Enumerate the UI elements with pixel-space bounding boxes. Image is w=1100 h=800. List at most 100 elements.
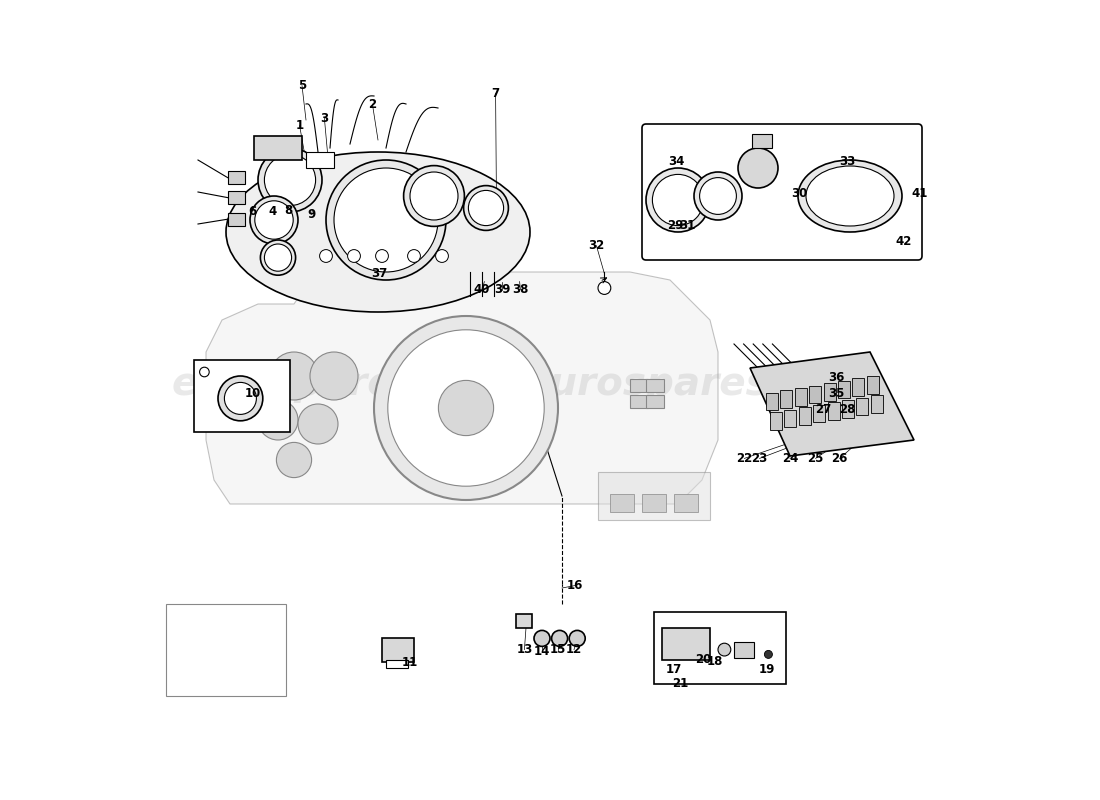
Bar [770,412,782,430]
Circle shape [374,316,558,500]
Bar [871,395,883,413]
Text: eurospares: eurospares [172,365,417,403]
Text: 2: 2 [368,98,376,110]
Text: 22: 22 [736,452,752,465]
Bar [254,136,303,160]
Circle shape [764,650,772,658]
Text: 33: 33 [839,155,856,168]
Circle shape [694,172,743,220]
Text: 25: 25 [807,452,824,465]
Ellipse shape [226,152,530,312]
Circle shape [439,380,494,435]
Text: 23: 23 [751,452,768,465]
Text: 24: 24 [782,452,799,465]
Circle shape [326,160,446,280]
Bar [642,494,666,512]
Bar [228,191,245,204]
Circle shape [469,190,504,226]
Text: 16: 16 [566,579,583,592]
Text: 3: 3 [320,112,329,125]
Bar [813,405,825,422]
Text: 35: 35 [828,387,845,400]
Circle shape [463,186,508,230]
Bar [194,360,290,432]
Bar [810,386,822,403]
Polygon shape [750,352,914,456]
Text: 1: 1 [296,119,304,132]
Circle shape [569,630,585,646]
Text: 28: 28 [839,403,856,416]
Ellipse shape [806,166,894,226]
Circle shape [199,367,209,377]
Bar [766,393,778,410]
Bar [838,381,850,398]
Circle shape [375,250,388,262]
Bar [646,379,663,392]
Text: 13: 13 [516,643,532,656]
Circle shape [255,201,294,239]
Bar [799,407,811,425]
Bar [646,395,663,408]
Text: 26: 26 [832,452,848,465]
Text: 5: 5 [298,79,306,92]
Circle shape [224,382,256,414]
Circle shape [218,376,263,421]
Text: 29: 29 [668,219,684,232]
Bar [386,660,408,668]
Bar [842,400,854,418]
Circle shape [264,154,316,206]
Polygon shape [598,472,710,520]
Text: 4: 4 [268,205,276,218]
Bar [867,376,879,394]
Text: 18: 18 [706,655,723,668]
Text: 12: 12 [565,643,582,656]
Bar [516,614,532,628]
FancyBboxPatch shape [642,124,922,260]
Text: 40: 40 [474,283,491,296]
Circle shape [334,168,438,272]
Bar [228,171,245,184]
Ellipse shape [798,160,902,232]
Circle shape [270,352,318,400]
Circle shape [320,250,332,262]
Bar [662,628,710,660]
Text: 15: 15 [550,643,566,656]
Text: 17: 17 [666,663,682,676]
Text: 37: 37 [372,267,387,280]
Bar [382,638,414,662]
Bar [857,398,868,415]
Text: 8: 8 [284,204,293,217]
Bar [610,494,634,512]
Bar [824,383,836,401]
Polygon shape [206,272,718,504]
Circle shape [646,168,710,232]
Circle shape [264,244,292,271]
Text: 41: 41 [912,187,927,200]
Text: 6: 6 [249,205,256,218]
Text: eurospares: eurospares [524,365,769,403]
Circle shape [551,630,568,646]
Bar [674,494,698,512]
Bar [827,402,839,420]
Circle shape [348,250,361,262]
Text: 21: 21 [672,677,689,690]
Text: 42: 42 [895,235,912,248]
Circle shape [408,250,420,262]
Circle shape [310,352,358,400]
Text: 20: 20 [695,653,712,666]
Circle shape [534,630,550,646]
Text: 32: 32 [588,239,605,252]
Text: 11: 11 [402,656,418,669]
Bar [630,379,648,392]
Bar [734,642,754,658]
Bar [630,395,648,408]
Bar [228,213,245,226]
Bar [784,410,796,427]
Circle shape [410,172,458,220]
Text: 36: 36 [828,371,845,384]
Circle shape [652,174,704,226]
Text: 27: 27 [815,403,832,416]
Circle shape [388,330,544,486]
Bar [852,378,865,396]
Circle shape [738,148,778,188]
